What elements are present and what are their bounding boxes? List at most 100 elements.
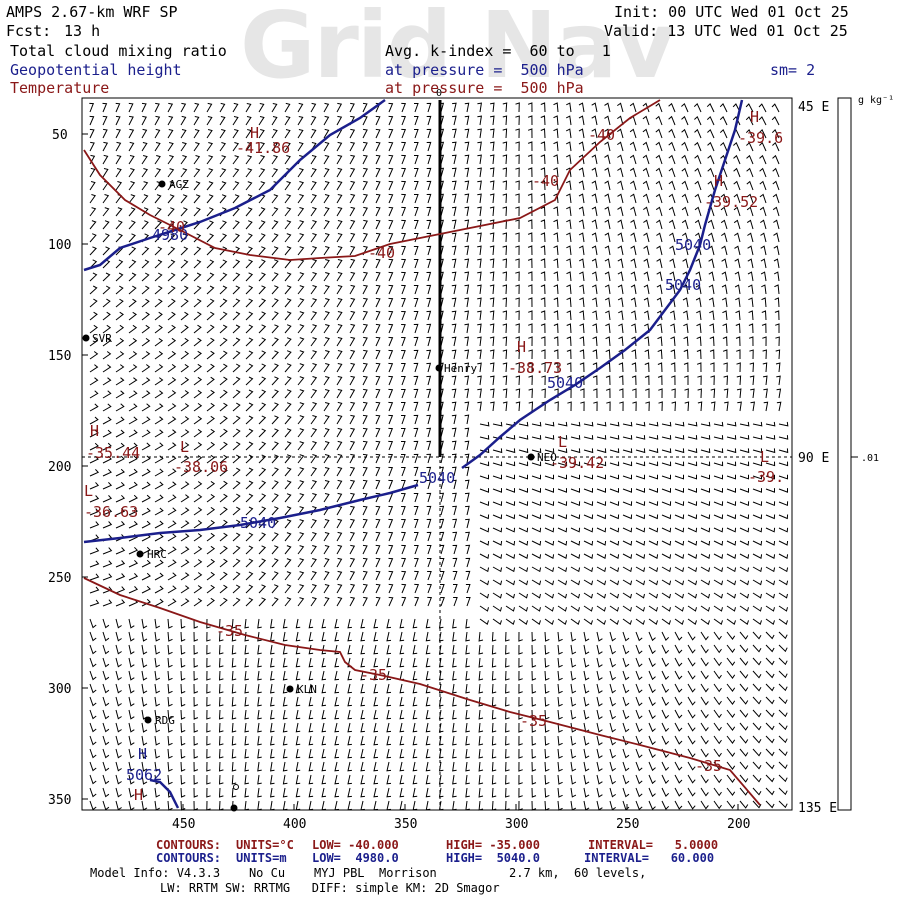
wind-barb xyxy=(609,774,616,785)
wind-barb xyxy=(465,670,470,681)
wind-barb xyxy=(323,350,330,360)
wind-barb xyxy=(401,219,407,230)
wind-barb xyxy=(206,657,211,668)
wind-barb xyxy=(426,349,432,360)
wind-barb xyxy=(271,363,279,373)
wind-barb xyxy=(708,245,715,256)
wind-barb xyxy=(617,245,624,256)
wind-barb xyxy=(518,527,529,533)
wind-barb xyxy=(154,168,162,178)
wind-barb xyxy=(451,440,457,451)
wind-barb xyxy=(232,480,241,490)
wind-barb xyxy=(336,102,343,113)
footer-temp-units: UNITS=°C xyxy=(236,838,294,852)
wind-barb xyxy=(700,527,711,533)
wind-barb xyxy=(180,598,190,607)
field-cloud: Total cloud mixing ratio xyxy=(10,42,227,60)
wind-barb xyxy=(258,402,267,412)
plot-frame xyxy=(81,97,793,811)
wind-barb xyxy=(386,735,392,746)
wind-barb xyxy=(527,141,533,152)
wind-barb xyxy=(583,553,594,559)
wind-barb xyxy=(733,180,741,191)
wind-barb xyxy=(167,429,177,438)
wind-barb xyxy=(231,787,237,798)
wind-barb xyxy=(399,657,405,668)
wind-barb xyxy=(386,683,392,694)
wind-barb xyxy=(492,421,503,427)
wind-barb xyxy=(425,631,431,642)
station-dot-svr[interactable] xyxy=(82,334,90,342)
wind-barb xyxy=(388,427,394,438)
wind-barb xyxy=(557,421,568,427)
wind-barb xyxy=(648,618,658,626)
wind-barb xyxy=(604,180,611,191)
wind-barb xyxy=(642,128,650,139)
wind-barb xyxy=(297,324,305,334)
wind-barb xyxy=(231,657,237,668)
station-dot-agz[interactable] xyxy=(158,180,166,188)
wind-barb xyxy=(752,566,763,573)
wind-barb xyxy=(531,592,541,599)
station-dot-henry[interactable] xyxy=(435,364,443,372)
wind-barb xyxy=(323,389,330,399)
wind-barb xyxy=(245,116,252,126)
wind-barb xyxy=(566,310,572,321)
wind-barb xyxy=(89,128,95,139)
wind-barb xyxy=(323,428,330,438)
wind-barb xyxy=(297,272,305,282)
station-dot-rdg[interactable] xyxy=(144,716,152,724)
temp-label-39-52: -39.52 xyxy=(704,193,758,211)
wind-barb xyxy=(465,709,470,720)
wind-barb xyxy=(604,245,611,256)
wind-barb xyxy=(723,362,728,373)
wind-barb xyxy=(258,493,267,503)
wind-barb xyxy=(206,467,216,477)
wind-barb xyxy=(656,219,663,230)
wind-barb xyxy=(310,272,318,282)
wind-barb xyxy=(102,644,110,655)
wind-barb xyxy=(583,787,590,798)
wind-barb xyxy=(334,696,340,707)
wind-barb xyxy=(128,748,135,759)
wind-barb xyxy=(323,233,330,243)
wind-barb xyxy=(401,544,407,555)
wind-barb xyxy=(347,748,352,759)
wind-barb xyxy=(527,128,533,139)
wind-barb xyxy=(362,466,368,477)
wind-barb xyxy=(557,448,568,454)
wind-barb xyxy=(102,233,110,243)
wind-barb xyxy=(102,403,112,412)
wind-barb xyxy=(323,363,330,373)
wind-barb xyxy=(687,514,698,520)
wind-barb xyxy=(336,167,343,178)
wind-barb xyxy=(684,388,689,399)
station-dot-kln[interactable] xyxy=(286,685,294,693)
wind-barb xyxy=(671,388,676,399)
wind-barb xyxy=(566,349,572,360)
color-bar-box xyxy=(837,97,852,811)
wind-barb xyxy=(386,696,392,707)
wind-barb xyxy=(518,683,523,694)
wind-barb xyxy=(141,337,151,347)
wind-barb xyxy=(700,553,711,559)
wind-barb xyxy=(141,298,150,308)
wind-barb xyxy=(373,735,379,746)
wind-barb xyxy=(596,435,607,440)
station-dot-extra xyxy=(230,804,238,812)
wind-barb xyxy=(297,532,305,542)
wind-barb xyxy=(489,336,495,347)
wind-barb xyxy=(491,696,497,707)
wind-barb xyxy=(193,709,199,720)
wind-barb xyxy=(778,592,788,599)
station-dot-hrc[interactable] xyxy=(136,550,144,558)
wind-barb xyxy=(269,657,275,668)
wind-barb xyxy=(617,271,624,282)
wind-barb xyxy=(297,233,305,243)
wind-barb xyxy=(720,219,728,230)
wind-barb xyxy=(349,492,355,503)
wind-barb xyxy=(438,748,444,759)
wind-barb xyxy=(167,709,173,720)
station-dot-neo[interactable] xyxy=(527,453,535,461)
wind-barb xyxy=(154,128,161,139)
